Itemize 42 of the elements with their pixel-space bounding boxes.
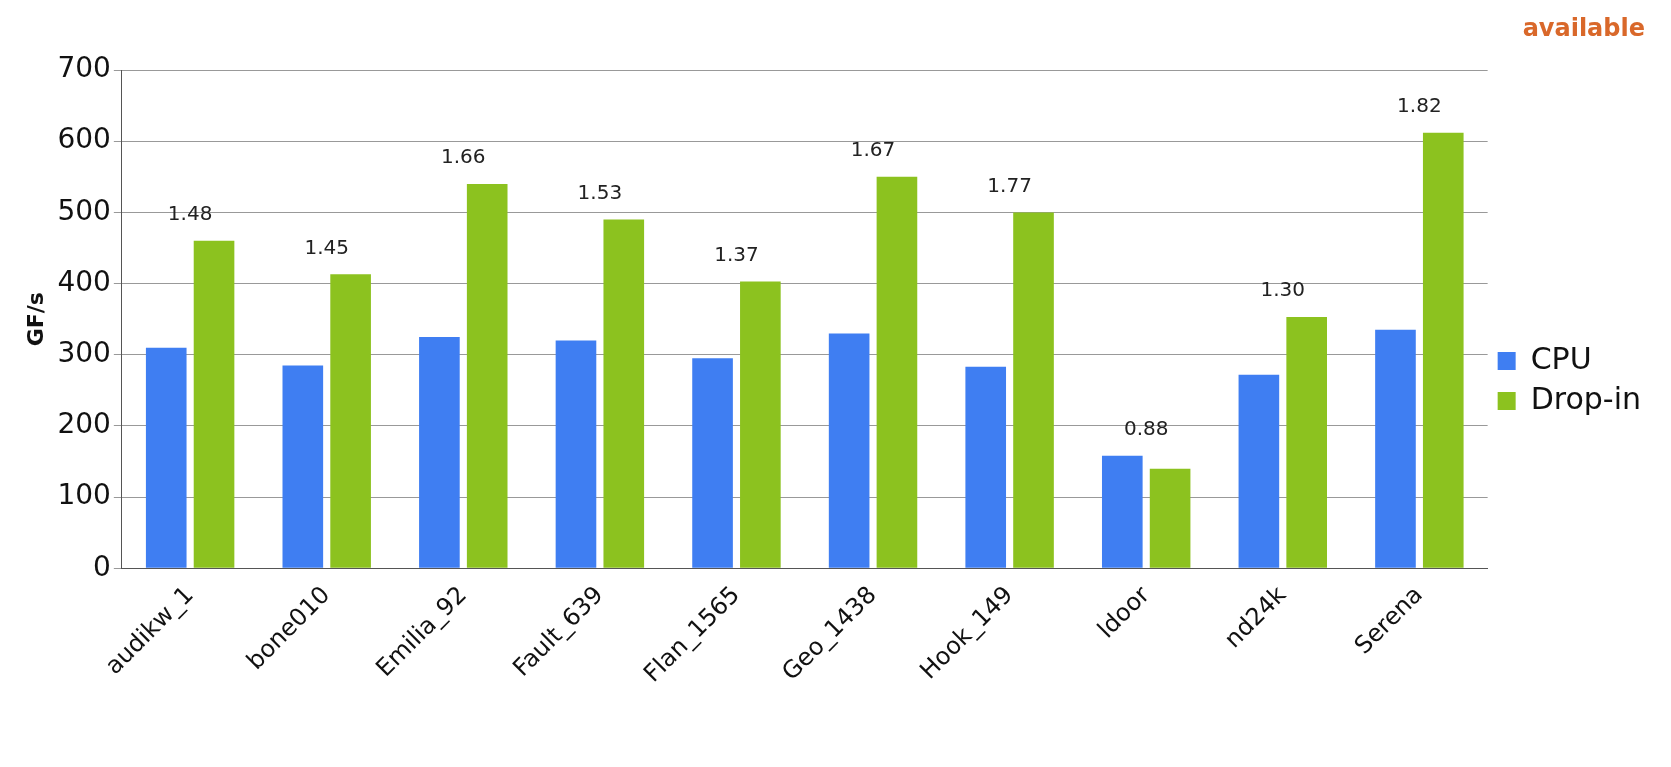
annotation: 1.66 [441,144,486,169]
annotation: 1.77 [987,172,1032,197]
bar [555,340,597,568]
bar [466,183,508,568]
y-axis-title: GF/s [22,292,48,347]
y-tick-label: 200 [57,407,111,441]
y-tick-label: 600 [57,122,111,156]
annotation: 1.37 [714,241,759,266]
annotation: 0.88 [1123,416,1169,441]
y-tick-label: 100 [57,478,111,512]
annotation: 1.48 [167,201,213,226]
y-tick-label: 700 [57,51,111,85]
annotation: 1.30 [1260,277,1306,302]
y-tick-label: 0 [93,549,111,583]
bar [1149,468,1191,568]
bar [1101,455,1143,568]
legend-label: CPU [1530,340,1592,376]
bar [1422,132,1464,568]
bar [692,358,733,568]
bar [419,336,460,568]
annotation: 1.45 [304,234,349,259]
y-tick-label: 500 [57,193,111,227]
bar [1286,317,1327,568]
annotation: 1.82 [1397,92,1442,117]
bar [1375,329,1416,568]
bar [603,219,645,568]
bar [828,333,870,568]
text: available [1522,14,1645,43]
legend-label: Drop-in [1530,380,1642,416]
annotation: 1.67 [850,136,896,161]
bar [1238,374,1280,568]
y-tick-label: 300 [57,336,111,370]
annotation: 1.53 [577,179,623,204]
bar [145,347,187,568]
bar [193,240,235,568]
bar [876,176,918,568]
bar [282,365,324,568]
bar [1013,212,1054,568]
bar [330,274,371,568]
bar [740,281,781,568]
y-tick-label: 400 [57,264,111,298]
bar [965,366,1007,568]
